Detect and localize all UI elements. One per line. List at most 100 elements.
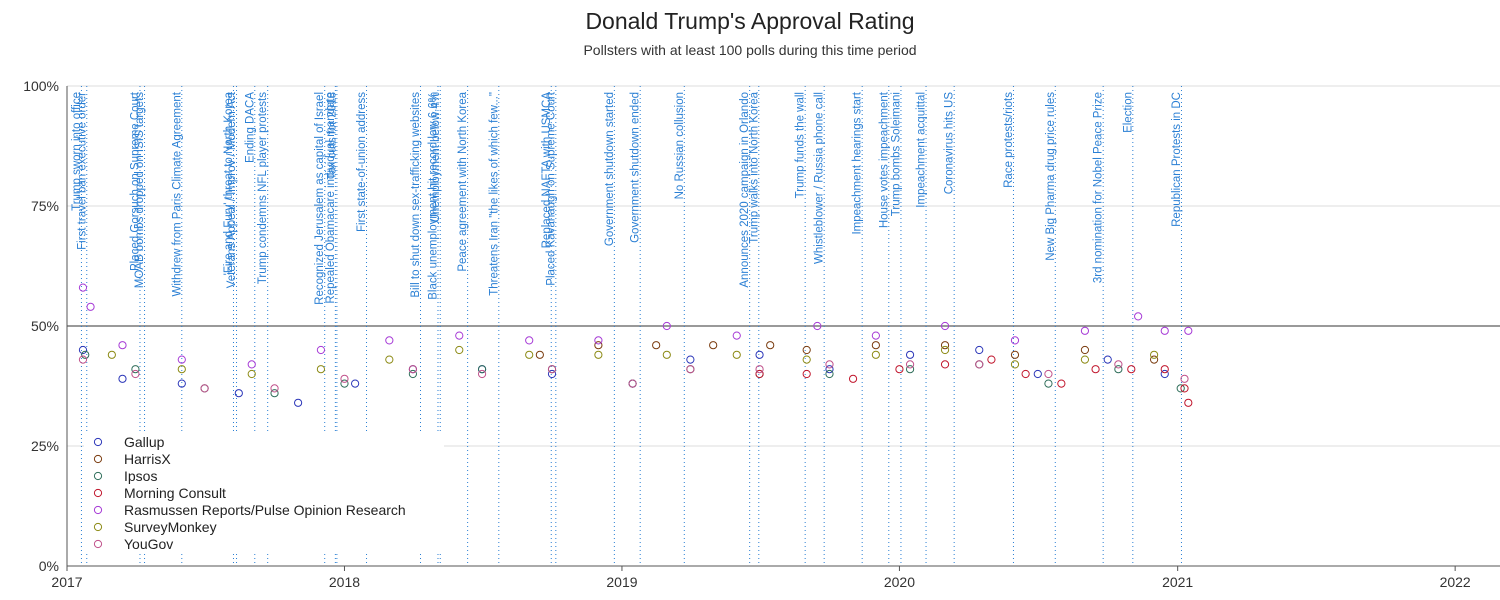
event-label: Veterans Appeal / Improv / Modern Act — [226, 91, 238, 288]
event-label: Peace agreement with North Korea — [457, 91, 469, 271]
event-label: Republican Protests in DC — [1171, 92, 1183, 227]
series-gallup — [78, 345, 1169, 407]
x-tick-label: 2017 — [51, 574, 82, 590]
event-label: Whistleblower / Russia phone call — [814, 92, 826, 264]
legend-label: Morning Consult — [124, 485, 226, 501]
legend-marker — [93, 488, 103, 498]
legend-label: Ipsos — [124, 468, 157, 484]
data-point — [1080, 355, 1090, 364]
series-yougov — [78, 355, 1189, 393]
event-label: Withdrew from Paris Climate Agreement — [171, 91, 183, 296]
data-point — [455, 345, 464, 355]
data-point — [594, 341, 603, 350]
data-point — [825, 365, 834, 374]
event-label: Recognized Jerusalem as capital of Israe… — [314, 92, 326, 305]
data-point — [118, 341, 127, 350]
data-point — [766, 341, 775, 350]
data-point — [1176, 384, 1185, 393]
data-point — [200, 384, 209, 393]
data-point — [940, 341, 950, 350]
event-label: Ending DACA — [244, 92, 256, 163]
event-label: Trump walks into North Korea — [748, 91, 760, 243]
data-point — [594, 350, 603, 359]
data-point — [351, 379, 360, 388]
data-point — [525, 336, 534, 345]
x-tick-label: 2020 — [884, 574, 915, 590]
event-label: Trump funds the wall — [795, 92, 807, 198]
legend-label: Rasmussen Reports/Pulse Opinion Research — [124, 502, 406, 518]
data-point — [1180, 374, 1189, 383]
data-point — [755, 369, 764, 379]
data-point — [755, 365, 764, 374]
data-point — [270, 384, 279, 393]
event-label: Impeachment hearings start — [852, 91, 864, 234]
event-label: New Big Pharma drug price rules — [1045, 92, 1057, 261]
data-point — [1160, 369, 1169, 379]
event-label: Bill to shut down sex-trafficking websit… — [410, 92, 422, 298]
data-point — [1057, 379, 1066, 388]
data-point — [686, 355, 695, 364]
data-point — [755, 350, 764, 359]
x-tick-label: 2021 — [1162, 574, 1193, 590]
data-point — [1044, 379, 1053, 388]
data-point — [686, 365, 695, 374]
data-point — [905, 365, 915, 374]
series-ipsos — [81, 350, 1185, 398]
data-point — [987, 355, 996, 364]
data-point — [1184, 398, 1193, 407]
event-label: No Russian collusion — [674, 92, 686, 199]
data-point — [107, 350, 116, 359]
data-point — [940, 345, 950, 355]
data-point — [316, 365, 326, 374]
data-point — [294, 398, 303, 407]
data-point — [871, 350, 880, 359]
data-point — [547, 365, 557, 374]
data-point — [340, 374, 349, 383]
data-point — [1134, 312, 1143, 321]
data-point — [813, 321, 822, 331]
event-label: Unemployment below 4% — [430, 92, 442, 222]
event-label: 3rd nomination for Nobel Peace Prize — [1093, 92, 1105, 283]
data-point — [628, 379, 637, 388]
data-point — [940, 321, 950, 331]
data-point — [940, 360, 950, 369]
data-point — [86, 302, 95, 311]
data-point — [1080, 326, 1090, 335]
legend-label: Gallup — [124, 434, 165, 450]
legend-label: YouGov — [124, 536, 173, 552]
data-point — [1010, 360, 1020, 369]
data-point — [385, 336, 394, 345]
data-point — [1103, 355, 1112, 364]
data-point — [177, 355, 186, 364]
event-label: Threatens Iran "the likes of which few..… — [488, 92, 500, 296]
series-morning-consult — [755, 355, 1193, 407]
data-point — [1033, 369, 1042, 379]
event-label: Race protests/riots — [1003, 92, 1015, 188]
data-point — [455, 331, 464, 340]
data-point — [871, 331, 880, 340]
data-point — [131, 369, 140, 379]
data-point — [802, 345, 811, 355]
data-point — [709, 341, 718, 350]
data-point — [385, 355, 394, 364]
legend-background — [84, 432, 444, 552]
data-points — [78, 283, 1193, 407]
data-point — [316, 345, 326, 355]
event-label: First state-of-union address — [356, 92, 368, 232]
event-label: Impeachment acquittal — [916, 92, 928, 208]
data-point — [1184, 326, 1193, 335]
event-label: Trump bombs Soleimani — [890, 92, 902, 216]
legend-label: SurveyMonkey — [124, 519, 217, 535]
data-point — [652, 341, 661, 350]
data-point — [177, 365, 186, 374]
y-tick-label: 75% — [31, 198, 59, 214]
event-label: First travel ban executive order — [76, 92, 88, 250]
data-point — [81, 350, 90, 359]
event-label: Placed Gorsuch on Supreme Court — [129, 91, 141, 271]
data-point — [535, 350, 544, 359]
data-point — [594, 336, 603, 345]
data-point — [1150, 355, 1159, 364]
series-harrisx — [535, 341, 1159, 364]
legend-marker — [93, 505, 103, 515]
